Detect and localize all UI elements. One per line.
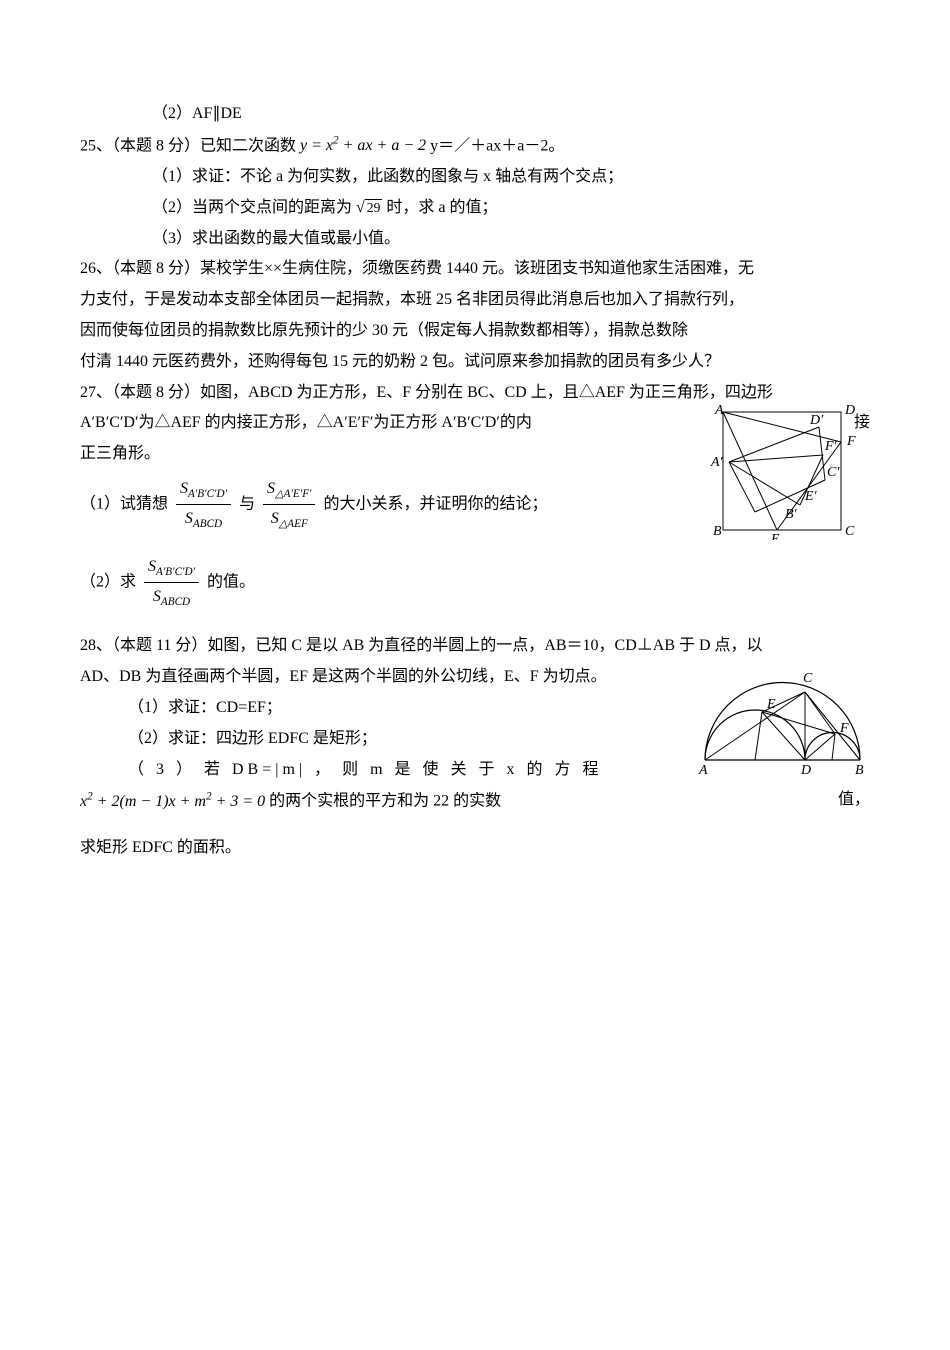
q25-sub2: （2）当两个交点间的距离为 √29 时，求 a 的值； (80, 194, 870, 223)
q25-header-a: 25、（本题 8 分）已知二次函数 (80, 137, 300, 154)
q26-l3: 因而使每位团员的捐款数比原先预计的少 30 元（假定每人捐款数都相等），捐款总数… (80, 317, 870, 346)
q25-formula: y = x2 + ax + a − 2 (300, 137, 426, 154)
svg-text:E: E (766, 697, 776, 712)
svg-text:C: C (845, 524, 855, 539)
q28-last: 求矩形 EDFC 的面积。 (80, 834, 870, 863)
svg-text:A′: A′ (710, 455, 724, 470)
fraction-2: S△A′E′F′ S△AEF (263, 475, 315, 535)
q28-sub3b-text: 的两个实根的平方和为 22 的实数 (269, 793, 501, 810)
svg-text:C′: C′ (827, 465, 840, 480)
q26-l2: 力支付，于是发动本支部全体团员一起捐款，本班 25 名非团员得此消息后也加入了捐… (80, 286, 870, 315)
svg-text:D: D (800, 763, 811, 778)
q26-l1: 26、（本题 8 分）某校学生××生病住院，须缴医药费 1440 元。该班团支书… (80, 255, 870, 284)
sqrt-icon: √29 (356, 194, 382, 223)
q27-sub2: （2）求 SA′B′C′D′ SABCD 的值。 (80, 553, 870, 613)
q28-sub3b: x2 + 2(m − 1)x + m2 + 3 = 0 的两个实根的平方和为 2… (80, 786, 870, 816)
q25-sub2-a: （2）当两个交点间的距离为 (152, 199, 356, 216)
fraction-3: SA′B′C′D′ SABCD (144, 553, 199, 613)
q27-l2-a: A′B′C′D′为△AEF 的内接正方形，△A′E′F′为正方形 A′B′C′D… (80, 409, 532, 438)
figure-2: A B C D E F (695, 660, 870, 780)
q27-sub1-c: 的大小关系，并证明你的结论； (323, 495, 547, 512)
fraction-1: SA′B′C′D′ SABCD (176, 475, 231, 535)
q25-header: 25、（本题 8 分）已知二次函数 y = x2 + ax + a − 2 y＝… (80, 131, 870, 161)
svg-text:A: A (714, 403, 724, 418)
svg-text:D′: D′ (809, 413, 824, 428)
q25-sub1: （1）求证：不论 a 为何实数，此函数的图象与 x 轴总有两个交点； (80, 163, 870, 192)
svg-text:F: F (839, 721, 849, 736)
svg-text:E: E (770, 532, 780, 540)
svg-text:D: D (844, 403, 855, 418)
q25-sub3: （3）求出函数的最大值或最小值。 (80, 225, 870, 254)
q28-sub3c: 值， (838, 786, 870, 816)
svg-text:A: A (698, 763, 708, 778)
svg-text:C: C (803, 671, 813, 686)
q24-sub2: （2）AF∥DE (80, 100, 870, 129)
figure-1: A D B C E F A′ B′ C′ D′ E′ F′ (705, 400, 870, 540)
svg-text:E′: E′ (804, 489, 818, 504)
page-content: （2）AF∥DE 25、（本题 8 分）已知二次函数 y = x2 + ax +… (80, 100, 870, 863)
svg-text:B: B (855, 763, 864, 778)
q27-sub2-a: （2）求 (80, 573, 140, 590)
q28-formula: x2 + 2(m − 1)x + m2 + 3 = 0 (80, 793, 265, 810)
q25-header-b: y＝／＋ax＋a－2。 (426, 137, 564, 154)
q27-sub2-b: 的值。 (207, 573, 255, 590)
q26-l4: 付清 1440 元医药费外，还购得每包 15 元的奶粉 2 包。试问原来参加捐款… (80, 348, 870, 377)
q27-sub1-a: （1）试猜想 (80, 495, 172, 512)
q28-l1: 28、（本题 11 分）如图，已知 C 是以 AB 为直径的半圆上的一点，AB＝… (80, 632, 870, 661)
svg-text:F: F (846, 434, 856, 449)
q25-sub2-b: 时，求 a 的值； (382, 199, 497, 216)
q27-sub1-b: 与 (239, 495, 259, 512)
svg-text:B′: B′ (785, 507, 798, 522)
svg-text:B: B (713, 524, 722, 539)
svg-text:F′: F′ (824, 439, 838, 454)
